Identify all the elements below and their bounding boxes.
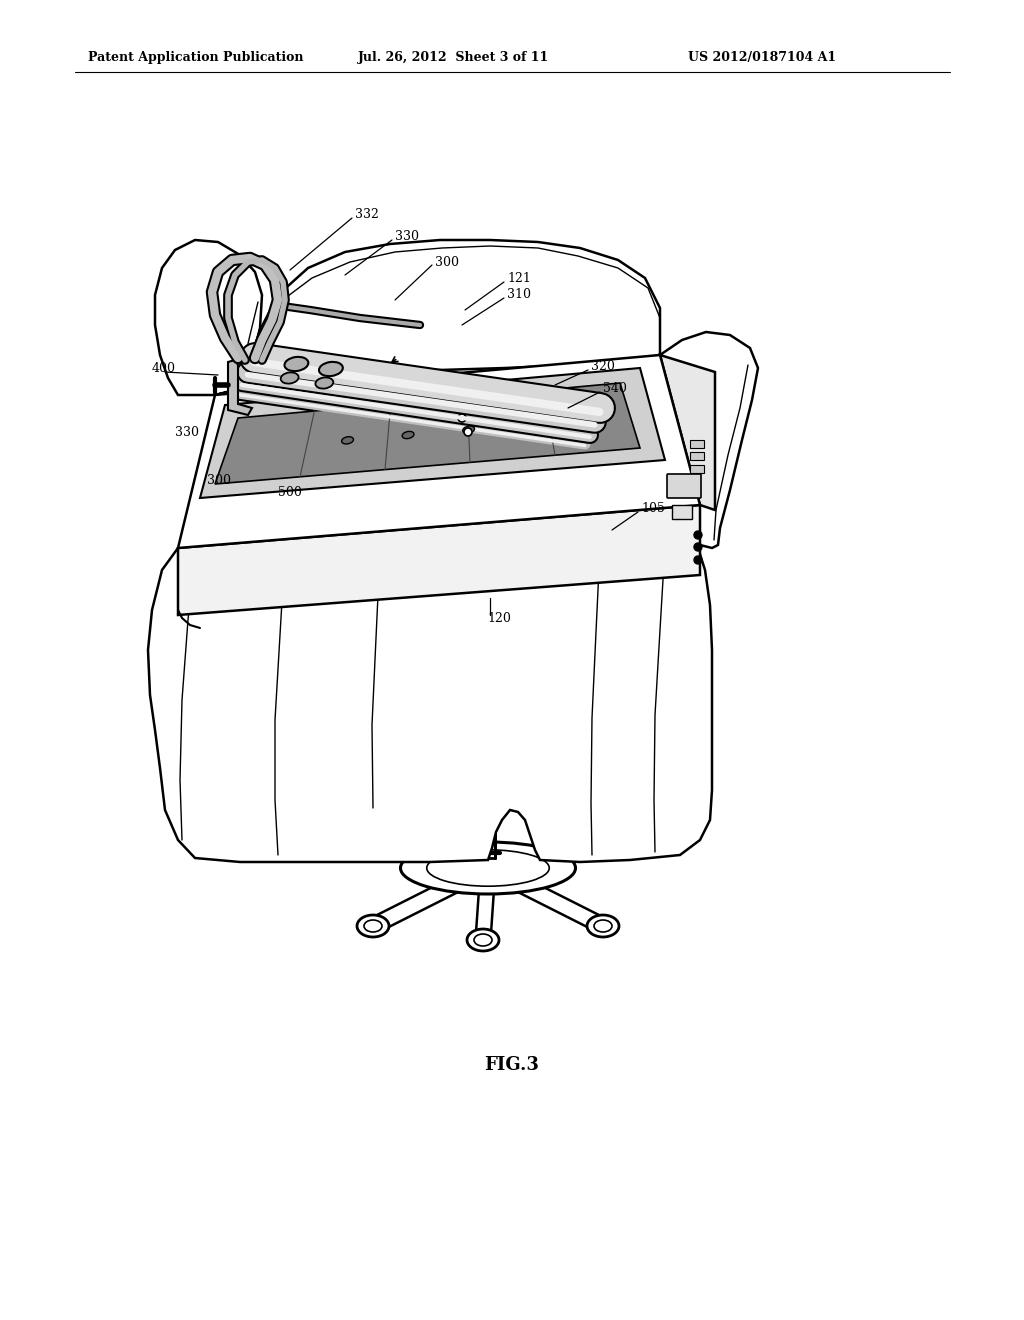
Text: 300: 300 (207, 474, 231, 487)
Polygon shape (200, 368, 665, 498)
Circle shape (595, 917, 611, 935)
Text: 310: 310 (507, 289, 531, 301)
Polygon shape (228, 360, 252, 414)
Text: US 2012/0187104 A1: US 2012/0187104 A1 (688, 51, 837, 65)
FancyBboxPatch shape (667, 474, 701, 498)
Text: FIG.3: FIG.3 (484, 1056, 540, 1074)
Polygon shape (660, 333, 758, 548)
Ellipse shape (474, 935, 492, 946)
Circle shape (694, 543, 702, 550)
Text: 500: 500 (278, 486, 302, 499)
Ellipse shape (579, 834, 597, 846)
Ellipse shape (281, 372, 299, 384)
Polygon shape (660, 355, 715, 510)
Ellipse shape (572, 829, 604, 851)
Bar (690, 465, 705, 473)
Ellipse shape (319, 362, 343, 376)
Text: 105: 105 (641, 503, 665, 516)
Ellipse shape (372, 829, 404, 851)
Ellipse shape (594, 920, 612, 932)
Ellipse shape (285, 356, 308, 371)
Text: 332: 332 (355, 209, 379, 222)
Text: 330: 330 (395, 231, 419, 243)
Text: 120: 120 (487, 611, 511, 624)
Polygon shape (215, 383, 640, 484)
Ellipse shape (402, 432, 414, 438)
Circle shape (458, 414, 466, 422)
Polygon shape (178, 506, 700, 615)
Ellipse shape (379, 834, 397, 846)
Polygon shape (148, 548, 712, 862)
Text: 121: 121 (507, 272, 530, 285)
Bar (690, 451, 705, 459)
Circle shape (581, 833, 595, 847)
Circle shape (694, 556, 702, 564)
Circle shape (464, 428, 472, 436)
Text: 400: 400 (152, 363, 176, 375)
Polygon shape (178, 355, 700, 548)
Text: 540: 540 (603, 383, 627, 396)
Ellipse shape (400, 842, 575, 894)
Circle shape (475, 932, 490, 948)
Circle shape (365, 917, 381, 935)
Ellipse shape (427, 850, 549, 886)
Bar (672, 506, 692, 519)
Bar (690, 440, 705, 447)
Ellipse shape (463, 426, 474, 433)
Ellipse shape (364, 920, 382, 932)
Ellipse shape (342, 437, 353, 444)
Ellipse shape (315, 378, 333, 388)
Text: Jul. 26, 2012  Sheet 3 of 11: Jul. 26, 2012 Sheet 3 of 11 (358, 51, 549, 65)
Circle shape (381, 833, 395, 847)
Text: 300: 300 (435, 256, 459, 268)
Ellipse shape (467, 929, 499, 950)
Circle shape (694, 531, 702, 539)
Text: Patent Application Publication: Patent Application Publication (88, 51, 303, 65)
Ellipse shape (587, 915, 618, 937)
Text: 320: 320 (591, 360, 614, 374)
Polygon shape (155, 240, 262, 395)
Text: 330: 330 (175, 425, 199, 438)
Ellipse shape (357, 915, 389, 937)
Polygon shape (215, 240, 660, 395)
